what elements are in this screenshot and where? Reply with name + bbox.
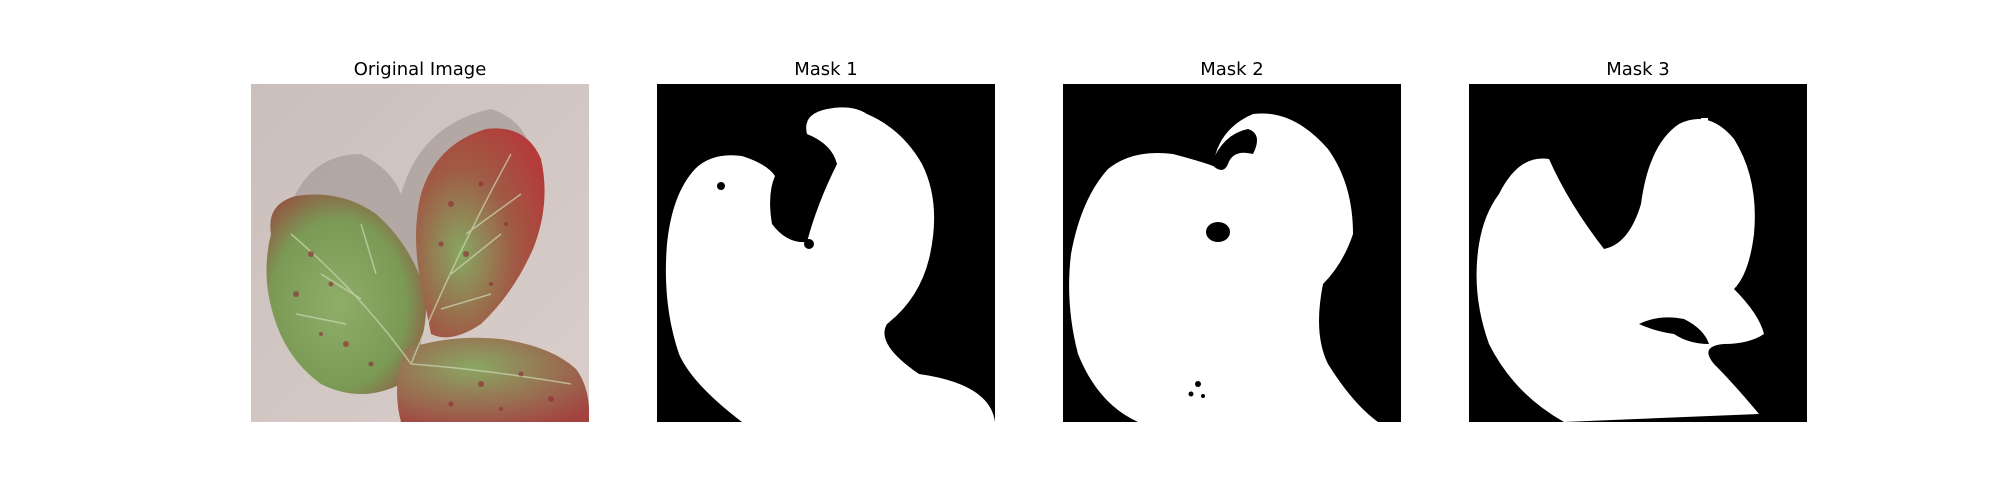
leaf-right — [416, 128, 545, 338]
mask-3-image — [1469, 84, 1807, 422]
panel-title: Original Image — [353, 59, 487, 80]
leaf-left — [266, 194, 427, 394]
panel-title: Mask 2 — [1200, 59, 1264, 80]
panel-mask-3: Mask 3 — [1469, 56, 1807, 422]
panel-title: Mask 1 — [794, 59, 858, 80]
panel-original: Original Image — [251, 56, 589, 422]
panel-mask-2: Mask 2 — [1063, 56, 1401, 422]
leaf-bottom — [397, 337, 589, 422]
panel-title: Mask 3 — [1606, 59, 1670, 80]
mask-2-image — [1063, 84, 1401, 422]
panel-mask-1: Mask 1 — [657, 56, 995, 422]
mask-1-image — [657, 84, 995, 422]
original-leaf-image — [251, 84, 589, 422]
